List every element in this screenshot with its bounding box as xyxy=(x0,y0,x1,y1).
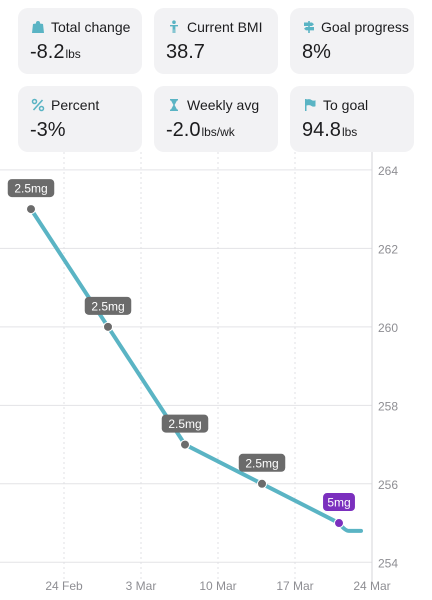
stat-label: Total change xyxy=(51,19,131,35)
stat-value: -8.2 xyxy=(30,41,65,63)
person-icon xyxy=(166,19,182,35)
percent-icon xyxy=(30,97,46,113)
y-tick-label: 254 xyxy=(378,556,398,570)
stat-card-goal-progress[interactable]: Goal progress 8% xyxy=(290,8,414,74)
dose-badge xyxy=(161,414,209,433)
dose-badge-label: 2.5mg xyxy=(245,456,278,470)
dose-badge xyxy=(84,296,132,315)
data-point xyxy=(26,204,36,215)
stat-label: Weekly avg xyxy=(187,97,260,113)
scale-icon xyxy=(30,19,46,35)
stat-card-weekly-avg[interactable]: Weekly avg -2.0lbs/wk xyxy=(154,86,278,152)
x-tick-label: 17 Mar xyxy=(276,579,313,593)
data-point xyxy=(257,478,267,489)
stat-label: Current BMI xyxy=(187,19,263,35)
weight-series-line xyxy=(29,207,363,533)
stat-unit: lbs xyxy=(341,125,358,139)
x-tick-label: 3 Mar xyxy=(126,579,157,593)
signpost-icon xyxy=(302,19,316,35)
y-tick-label: 258 xyxy=(378,399,398,413)
stat-value: -3% xyxy=(30,119,66,141)
stat-value: 8% xyxy=(302,41,331,63)
stat-label: Percent xyxy=(51,97,100,113)
stat-value: 94.8 xyxy=(302,119,341,141)
dose-badge xyxy=(238,453,286,472)
stat-label: To goal xyxy=(323,97,369,113)
stat-card-current-bmi[interactable]: Current BMI 38.7 xyxy=(154,8,278,74)
dose-badge-label: 2.5mg xyxy=(14,182,47,196)
x-tick-label: 24 Mar xyxy=(353,579,390,593)
stat-card-total-change[interactable]: Total change -8.2lbs xyxy=(18,8,142,74)
x-tick-label: 10 Mar xyxy=(199,579,236,593)
dose-badge xyxy=(323,493,355,512)
x-tick-label: 24 Feb xyxy=(45,579,83,593)
weight-chart[interactable]: 254 256 258 260 262 264 24 Feb 3 Mar 10 Mar 17 Ma… xyxy=(0,152,432,600)
stat-label: Goal progress xyxy=(321,19,409,35)
stat-value: 38.7 xyxy=(166,41,205,63)
y-tick-label: 260 xyxy=(378,321,398,335)
y-tick-label: 264 xyxy=(378,164,398,178)
stat-unit: lbs xyxy=(65,47,81,61)
stat-value: -2.0 xyxy=(166,119,201,141)
dose-badge-label: 2.5mg xyxy=(91,299,124,313)
data-point xyxy=(103,321,113,332)
stat-card-to-goal[interactable]: To goal 94.8lbs xyxy=(290,86,414,152)
y-tick-label: 262 xyxy=(378,242,398,256)
flag-icon xyxy=(302,97,318,113)
data-point xyxy=(334,518,344,529)
hourglass-icon xyxy=(166,97,182,113)
stat-card-percent[interactable]: Percent -3% xyxy=(18,86,142,152)
y-tick-label: 256 xyxy=(378,478,398,492)
data-point xyxy=(180,439,190,450)
stat-unit: lbs/wk xyxy=(201,125,235,139)
dose-badge-label: 5mg xyxy=(327,496,350,510)
dose-badge-label: 2.5mg xyxy=(168,417,201,431)
dose-badge xyxy=(7,179,55,198)
